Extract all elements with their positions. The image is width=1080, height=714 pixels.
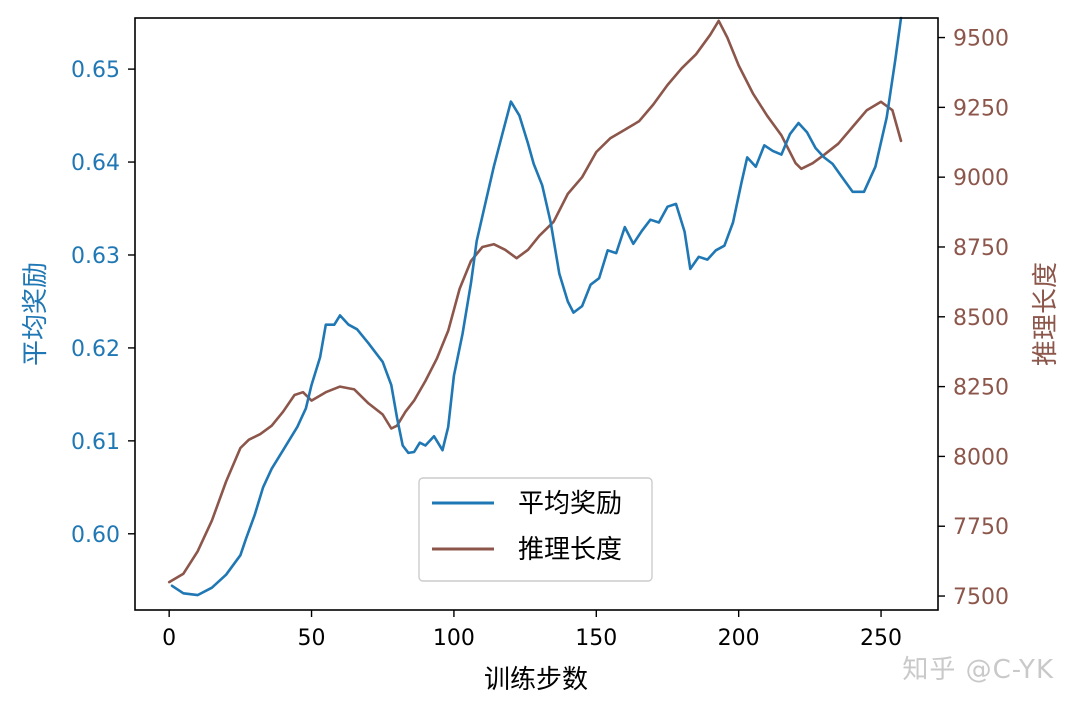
tick-labels: 0 50 100 150 200 250 0.60 0.61 0.62 0.63 0.64 0.65 7… bbox=[71, 27, 1009, 651]
tick-marks bbox=[128, 36, 945, 617]
y-tick-label: 0.61 bbox=[71, 430, 120, 455]
y-tick-label: 0.65 bbox=[71, 58, 120, 83]
y-tick-label: 0.64 bbox=[71, 151, 120, 176]
legend-label-reward: 平均奖励 bbox=[518, 489, 622, 519]
x-tick-label: 100 bbox=[433, 626, 475, 651]
series-layer bbox=[167, 16, 903, 597]
x-axis-title: 训练步数 bbox=[484, 665, 588, 695]
y2-tick-label: 8750 bbox=[953, 236, 1009, 261]
y2-tick-label: 8250 bbox=[953, 376, 1009, 401]
x-tick-label: 200 bbox=[718, 626, 760, 651]
y2-axis-title: 推理长度 bbox=[1031, 262, 1061, 366]
watermark: 知乎 @C-YK bbox=[902, 655, 1054, 685]
y2-tick-label: 8500 bbox=[953, 306, 1009, 331]
y-tick-label: 0.63 bbox=[71, 244, 120, 269]
legend: 平均奖励 推理长度 bbox=[418, 477, 653, 582]
legend-label-length: 推理长度 bbox=[518, 535, 622, 565]
y-tick-label: 0.60 bbox=[71, 523, 120, 548]
series-line-reward bbox=[170, 16, 903, 597]
y2-tick-label: 9250 bbox=[953, 96, 1009, 121]
y2-tick-label: 7750 bbox=[953, 515, 1009, 540]
y2-tick-label: 8000 bbox=[953, 445, 1009, 470]
y-axis-title: 平均奖励 bbox=[21, 262, 51, 366]
y2-tick-label: 7500 bbox=[953, 585, 1009, 610]
x-tick-label: 150 bbox=[575, 626, 617, 651]
x-tick-label: 0 bbox=[162, 626, 176, 651]
plot-area-frame bbox=[134, 17, 939, 611]
y2-tick-label: 9500 bbox=[953, 27, 1009, 52]
y2-tick-label: 9000 bbox=[953, 166, 1009, 191]
x-tick-label: 50 bbox=[298, 626, 326, 651]
y-tick-label: 0.62 bbox=[71, 337, 120, 362]
x-tick-label: 250 bbox=[860, 626, 902, 651]
series-line-length bbox=[167, 19, 903, 584]
